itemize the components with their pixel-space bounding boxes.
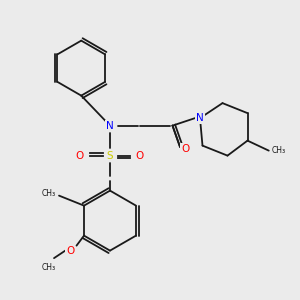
Text: CH₃: CH₃: [41, 189, 56, 198]
Text: CH₃: CH₃: [271, 146, 285, 155]
Text: O: O: [136, 151, 144, 160]
Text: N: N: [196, 113, 204, 123]
Text: S: S: [107, 151, 113, 160]
Text: CH₃: CH₃: [42, 263, 56, 272]
Text: N: N: [106, 121, 114, 130]
Text: O: O: [181, 144, 189, 154]
Text: O: O: [76, 151, 84, 160]
Text: O: O: [66, 246, 74, 256]
